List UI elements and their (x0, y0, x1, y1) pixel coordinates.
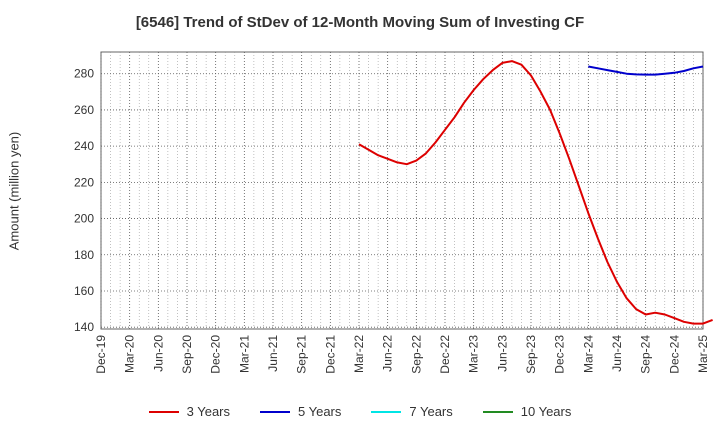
x-tick-label: Mar-20 (123, 335, 137, 373)
x-tick-label: Sep-23 (524, 335, 538, 374)
x-tick-label: Dec-20 (209, 335, 223, 374)
legend-item-3-years: 3 Years (148, 404, 230, 419)
legend-swatch (148, 410, 179, 413)
x-tick-label: Mar-25 (696, 335, 710, 373)
y-tick-label: 240 (74, 139, 94, 153)
x-tick-label: Jun-23 (495, 335, 509, 372)
legend-swatch (260, 410, 290, 413)
y-tick-label: 260 (74, 103, 94, 117)
legend-swatch (482, 410, 513, 413)
x-tick-label: Dec-22 (438, 335, 452, 374)
series-line-5-years (588, 65, 704, 76)
x-tick-label: Sep-22 (409, 335, 423, 374)
legend-label: 3 Years (186, 404, 230, 419)
x-tick-label: Jun-20 (151, 335, 165, 372)
y-tick-label: 200 (74, 212, 94, 226)
x-tick-label: Mar-23 (467, 335, 481, 373)
chart-title: [6546] Trend of StDev of 12-Month Moving… (135, 14, 585, 31)
x-tick-label: Jun-22 (381, 335, 395, 372)
x-tick-label: Sep-21 (295, 335, 309, 374)
y-tick-label: 280 (74, 67, 94, 81)
x-tick-label: Mar-21 (237, 335, 251, 373)
series-line-3-years (358, 60, 713, 325)
x-tick-label: Dec-23 (553, 335, 567, 374)
y-tick-label: 220 (74, 175, 94, 189)
x-tick-label: Dec-24 (667, 335, 681, 374)
x-tick-label: Dec-21 (323, 335, 337, 374)
legend-label: 10 Years (520, 404, 572, 419)
legend-item-7-years: 7 Years (371, 404, 453, 419)
legend: 3 Years 5 Years 7 Years 10 Years (0, 404, 720, 419)
x-tick-label: Mar-24 (581, 335, 595, 373)
legend-label: 7 Years (409, 404, 453, 419)
x-tick-label: Sep-20 (180, 335, 194, 374)
legend-item-5-years: 5 Years (260, 404, 341, 419)
legend-item-10-years: 10 Years (482, 404, 572, 419)
y-tick-label: 160 (74, 284, 94, 298)
y-tick-label: 180 (74, 248, 94, 262)
y-tick-label: 140 (74, 320, 94, 334)
legend-swatch (371, 410, 402, 413)
x-tick-label: Jun-21 (266, 335, 280, 372)
x-tick-label: Jun-24 (610, 335, 624, 372)
x-tick-label: Sep-24 (639, 335, 653, 374)
x-tick-label: Dec-19 (94, 335, 108, 374)
x-tick-label: Mar-22 (352, 335, 366, 373)
legend-label: 5 Years (298, 404, 342, 419)
plot-frame (100, 51, 704, 330)
